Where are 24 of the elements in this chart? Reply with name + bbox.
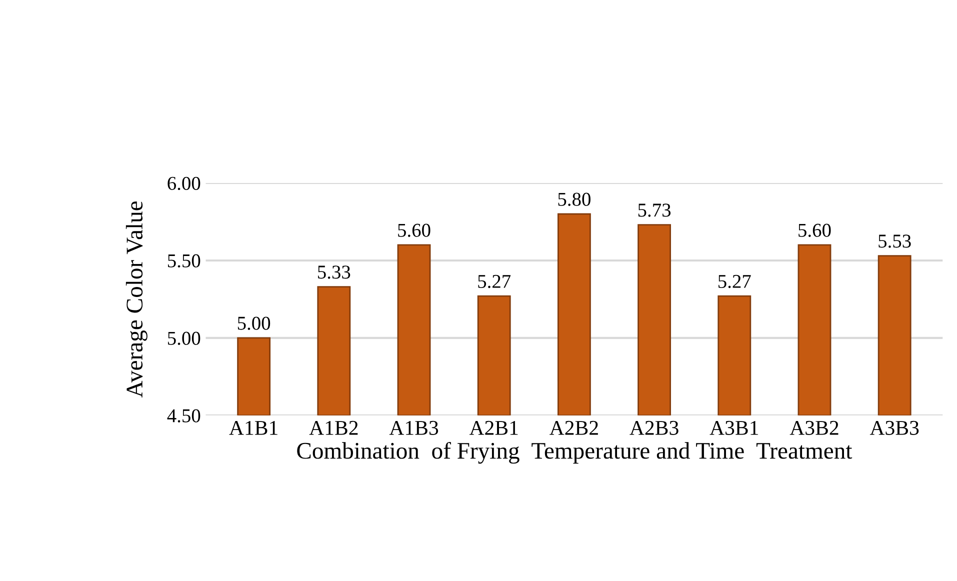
data-label: 5.60 [798,224,831,237]
x-tick-label: A3B3 [870,420,919,435]
y-tick-label: 4.50 [167,409,200,422]
y-tick-label: 5.00 [168,332,200,345]
data-label: 5.27 [718,274,751,288]
y-axis-title: Average Color Value [126,201,148,398]
data-label: 5.00 [238,316,270,330]
x-tick-label: A3B2 [790,420,838,435]
y-tick-label: 5.50 [168,254,200,268]
x-axis-title: Combination of Frying Temperature and Time Treatment [297,442,852,464]
data-label: 5.60 [398,224,430,237]
x-tick-label: A2B1 [469,420,518,435]
x-tick-label: A1B2 [309,420,358,435]
x-tick-label: A2B2 [550,420,598,435]
x-tick-label: A2B3 [630,420,678,435]
data-label: 5.80 [558,192,590,206]
x-tick-label: A1B3 [389,420,438,435]
data-label: 5.33 [318,266,350,279]
data-label: 5.53 [878,234,911,248]
x-tick-label: A1B1 [229,420,278,435]
x-tick-label: A3B1 [710,420,758,435]
data-label: 5.27 [478,274,511,288]
y-tick-label: 6.00 [168,176,200,190]
data-label: 5.73 [638,204,671,217]
